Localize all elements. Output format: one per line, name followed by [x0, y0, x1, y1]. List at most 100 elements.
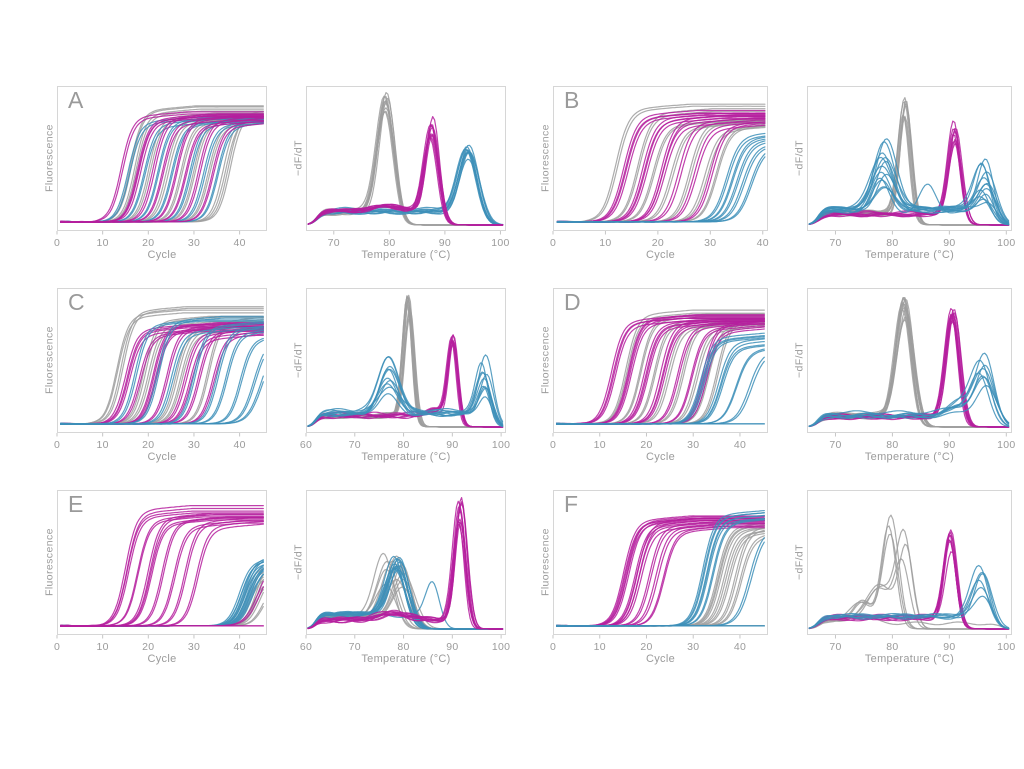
x-axis-label-cycle: Cycle [147, 653, 177, 665]
y-axis-label-fluorescence: Fluorescence [43, 528, 56, 597]
svg-text:10: 10 [594, 439, 606, 451]
panel-b: Fluorescence B 0 10 20 30 40 Cycle −dF/dT 70… [538, 86, 1024, 261]
panel-letter-e: E [68, 491, 84, 517]
amplification-plot: 0 10 20 30 40 [550, 288, 768, 451]
x-axis-label-temperature: Temperature (°C) [361, 653, 451, 665]
svg-text:30: 30 [704, 237, 716, 249]
panel-letter-c: C [68, 289, 85, 315]
svg-text:70: 70 [829, 641, 841, 653]
svg-text:40: 40 [734, 439, 746, 451]
melt-plot: 60 70 80 90 100 [300, 288, 510, 451]
svg-text:70: 70 [349, 641, 361, 653]
y-axis-label-fluorescence: Fluorescence [539, 326, 552, 395]
x-axis-label-temperature: Temperature (°C) [864, 249, 955, 261]
x-axis-label-cycle: Cycle [645, 653, 675, 665]
svg-text:90: 90 [943, 641, 955, 653]
svg-text:30: 30 [188, 641, 200, 653]
amplification-plot: 0 10 20 30 40 [54, 490, 267, 653]
y-axis-label-dfdt: −dF/dT [292, 140, 305, 177]
svg-text:10: 10 [594, 641, 606, 653]
svg-text:60: 60 [300, 439, 312, 451]
panel-f-melt-chart: −dF/dT 70 80 90 100 Temperature (°C) [792, 490, 1015, 665]
svg-text:20: 20 [142, 641, 154, 653]
svg-text:60: 60 [300, 641, 312, 653]
svg-text:80: 80 [397, 439, 409, 451]
x-axis-label-cycle: Cycle [645, 249, 675, 261]
panel-a-amplification-chart: Fluorescence A 0 10 20 30 40 Cycle [42, 86, 267, 261]
panel-letter-b: B [564, 87, 580, 113]
svg-text:40: 40 [734, 641, 746, 653]
x-axis-label-cycle: Cycle [147, 249, 177, 261]
svg-text:70: 70 [829, 237, 841, 249]
svg-text:30: 30 [687, 439, 699, 451]
svg-text:70: 70 [829, 439, 841, 451]
svg-text:20: 20 [640, 641, 652, 653]
svg-text:30: 30 [188, 439, 200, 451]
svg-text:80: 80 [886, 439, 898, 451]
svg-text:20: 20 [652, 237, 664, 249]
x-axis-label-cycle: Cycle [645, 451, 675, 463]
panel-f: Fluorescence F 0 10 20 30 40 Cycle −dF/dT 70… [538, 490, 1024, 665]
svg-text:40: 40 [233, 439, 245, 451]
svg-text:0: 0 [54, 439, 60, 451]
panel-letter-f: F [564, 491, 579, 517]
x-axis-label-temperature: Temperature (°C) [361, 249, 451, 261]
svg-text:100: 100 [997, 439, 1015, 451]
melt-plot: 70 80 90 100 [306, 86, 509, 249]
panel-c-melt-chart: −dF/dT 60 70 80 90 100 Temperature (°C) [291, 288, 510, 463]
svg-text:0: 0 [54, 641, 60, 653]
panel-a-melt-chart: −dF/dT 70 80 90 100 Temperature (°C) [291, 86, 509, 261]
amplification-plot: 0 10 20 30 40 [550, 86, 769, 249]
svg-text:0: 0 [550, 237, 556, 249]
svg-text:80: 80 [383, 237, 395, 249]
svg-text:100: 100 [491, 237, 509, 249]
svg-text:0: 0 [550, 641, 556, 653]
melt-plot: 70 80 90 100 [807, 288, 1015, 451]
svg-text:20: 20 [142, 439, 154, 451]
panel-d-amplification-chart: Fluorescence D 0 10 20 30 40 Cycle [538, 288, 768, 463]
amplification-plot: 0 10 20 30 40 [550, 490, 768, 653]
panel-f-amplification-chart: Fluorescence F 0 10 20 30 40 Cycle [538, 490, 768, 665]
x-axis-label-temperature: Temperature (°C) [864, 653, 955, 665]
y-axis-label-dfdt: −dF/dT [793, 544, 806, 581]
panel-e-amplification-chart: Fluorescence E 0 10 20 30 40 Cycle [42, 490, 267, 665]
svg-text:80: 80 [886, 641, 898, 653]
panel-letter-a: A [68, 87, 84, 113]
panel-b-amplification-chart: Fluorescence B 0 10 20 30 40 Cycle [538, 86, 769, 261]
x-axis-label-cycle: Cycle [147, 451, 177, 463]
svg-text:10: 10 [97, 237, 109, 249]
panel-e: Fluorescence E 0 10 20 30 40 Cycle −dF/dT 60… [42, 490, 518, 665]
y-axis-label-fluorescence: Fluorescence [539, 528, 552, 597]
panel-c: Fluorescence C 0 10 20 30 40 Cycle −dF/dT 60… [42, 288, 518, 463]
melt-plot: 70 80 90 100 [807, 490, 1015, 653]
svg-text:20: 20 [142, 237, 154, 249]
panel-letter-d: D [564, 289, 581, 315]
panel-d-melt-chart: −dF/dT 70 80 90 100 Temperature (°C) [792, 288, 1015, 463]
panel-c-amplification-chart: Fluorescence C 0 10 20 30 40 Cycle [42, 288, 267, 463]
svg-text:40: 40 [757, 237, 769, 249]
svg-text:30: 30 [687, 641, 699, 653]
y-axis-label-dfdt: −dF/dT [793, 342, 806, 379]
y-axis-label-fluorescence: Fluorescence [43, 326, 56, 395]
svg-text:100: 100 [492, 439, 510, 451]
svg-text:90: 90 [943, 237, 955, 249]
svg-text:90: 90 [446, 439, 458, 451]
svg-text:20: 20 [640, 439, 652, 451]
svg-text:10: 10 [97, 439, 109, 451]
svg-text:90: 90 [439, 237, 451, 249]
y-axis-label-dfdt: −dF/dT [793, 140, 806, 177]
x-axis-label-temperature: Temperature (°C) [361, 451, 451, 463]
panel-a: Fluorescence A 0 10 20 30 40 Cycle −dF/dT 70… [42, 86, 518, 261]
panel-b-melt-chart: −dF/dT 70 80 90 100 Temperature (°C) [792, 86, 1015, 261]
y-axis-label-dfdt: −dF/dT [292, 544, 305, 581]
svg-text:100: 100 [997, 641, 1015, 653]
amplification-plot: 0 10 20 30 40 [54, 86, 267, 249]
svg-text:40: 40 [233, 641, 245, 653]
svg-text:80: 80 [397, 641, 409, 653]
y-axis-label-fluorescence: Fluorescence [539, 124, 552, 193]
y-axis-label-dfdt: −dF/dT [292, 342, 305, 379]
panel-d: Fluorescence D 0 10 20 30 40 Cycle −dF/dT 70… [538, 288, 1024, 463]
svg-text:10: 10 [97, 641, 109, 653]
svg-text:70: 70 [328, 237, 340, 249]
melt-plot: 70 80 90 100 [807, 86, 1015, 249]
